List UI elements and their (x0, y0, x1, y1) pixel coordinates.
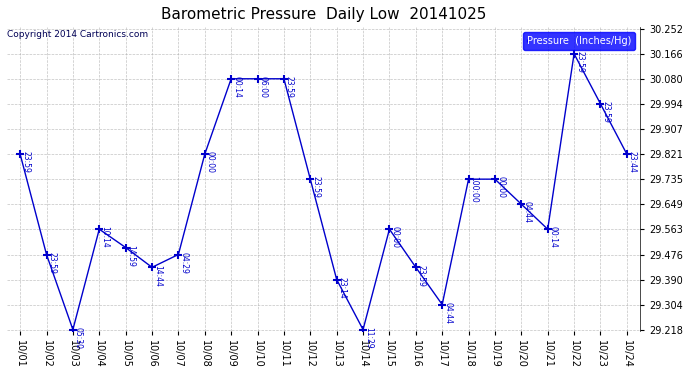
Text: 14:44: 14:44 (153, 264, 162, 286)
Text: 23:14: 23:14 (337, 277, 347, 298)
Title: Barometric Pressure  Daily Low  20141025: Barometric Pressure Daily Low 20141025 (161, 7, 486, 22)
Text: 23:59: 23:59 (575, 51, 584, 73)
Text: Copyright 2014 Cartronics.com: Copyright 2014 Cartronics.com (7, 30, 148, 39)
Text: 00:00: 00:00 (391, 226, 400, 248)
Text: 00:00: 00:00 (496, 176, 505, 198)
Text: 04:44: 04:44 (522, 201, 531, 223)
Text: 05:30: 05:30 (74, 327, 83, 349)
Text: 00:14: 00:14 (233, 76, 241, 98)
Legend: Pressure  (Inches/Hg): Pressure (Inches/Hg) (523, 32, 635, 50)
Text: 14:59: 14:59 (127, 245, 136, 267)
Text: 23:59: 23:59 (417, 264, 426, 286)
Text: 00:14: 00:14 (549, 226, 558, 248)
Text: 10:14: 10:14 (100, 226, 109, 248)
Text: 23:59: 23:59 (48, 252, 57, 274)
Text: 04:44: 04:44 (443, 302, 452, 324)
Text: 23:59: 23:59 (285, 76, 294, 98)
Text: 100:00: 100:00 (470, 176, 479, 203)
Text: 04:29: 04:29 (179, 252, 188, 274)
Text: 23:44: 23:44 (628, 152, 637, 173)
Text: 23:59: 23:59 (21, 152, 30, 173)
Text: 06:00: 06:00 (259, 76, 268, 98)
Text: 00:00: 00:00 (206, 152, 215, 173)
Text: 23:59: 23:59 (602, 101, 611, 123)
Text: 23:59: 23:59 (311, 176, 320, 198)
Text: 11:29: 11:29 (364, 327, 373, 348)
